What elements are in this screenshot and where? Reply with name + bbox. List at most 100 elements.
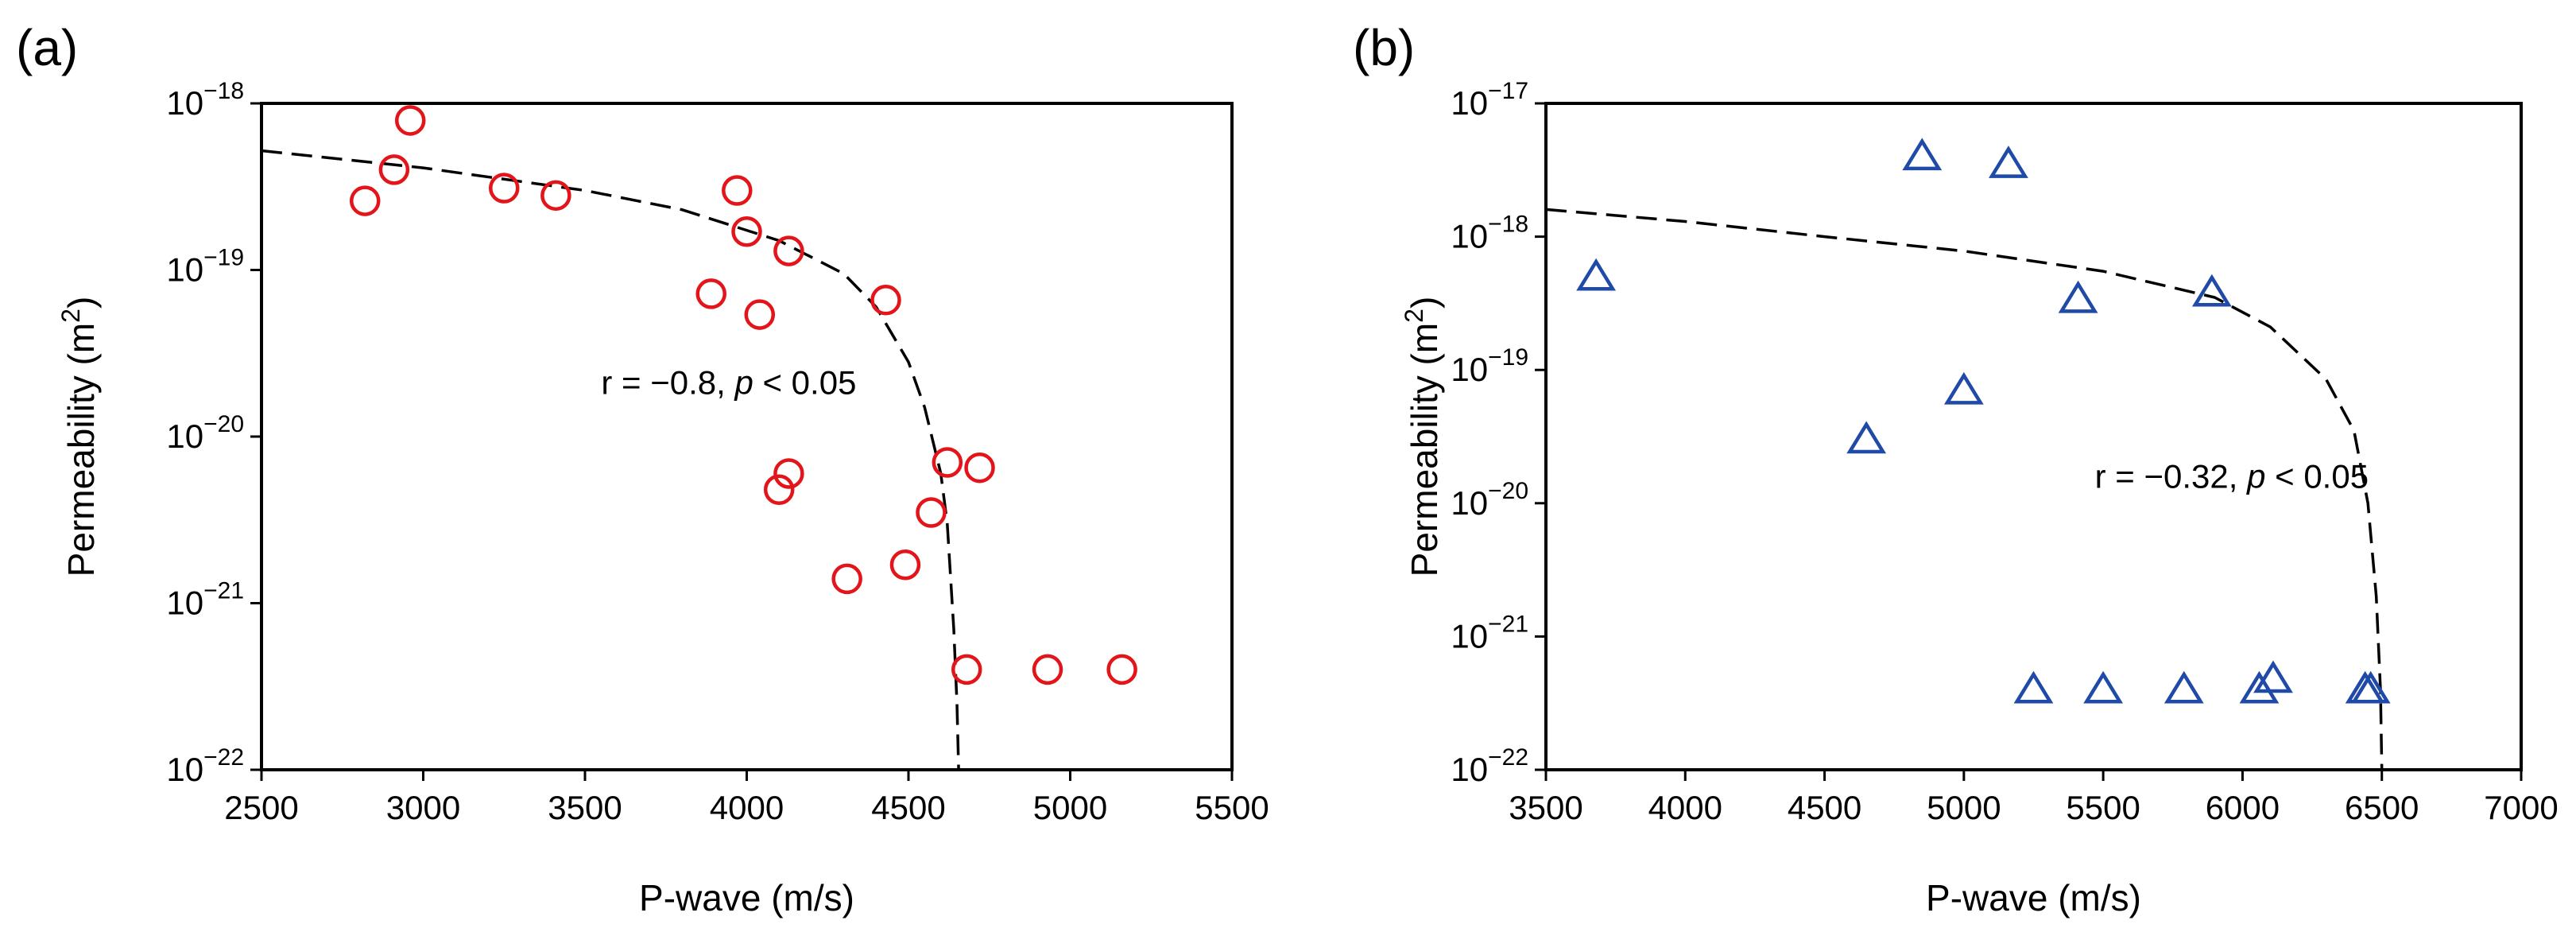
x-tick-label: 5000 (1033, 789, 1107, 826)
data-point (731, 216, 762, 247)
data-point (2083, 670, 2124, 704)
x-tick-label: 4000 (710, 789, 784, 826)
y-tick-exponent: −20 (1488, 478, 1528, 504)
y-tick-exponent: −17 (1488, 78, 1528, 104)
y-tick-base: 10 (1451, 751, 1488, 788)
y-tick-label: 10−19 (1451, 344, 1528, 388)
y-axis-label-close: ) (1404, 297, 1445, 309)
correlation-annotation: r = −0.32, p < 0.05 (2095, 458, 2369, 495)
y-axis-label: Permeability (m2) (56, 297, 102, 577)
y-tick-base: 10 (1451, 351, 1488, 388)
x-tick-label: 4500 (1788, 789, 1861, 826)
y-tick-base: 10 (166, 751, 203, 788)
x-tick-label: 3500 (548, 789, 622, 826)
data-point (773, 235, 804, 266)
data-point (378, 154, 410, 185)
x-tick-label: 7000 (2484, 789, 2558, 826)
y-tick-label: 10−22 (1451, 744, 1528, 788)
x-tick-label: 3000 (386, 789, 460, 826)
data-point (2345, 670, 2385, 704)
correlation-annotation: r = −0.8, p < 0.05 (601, 364, 856, 402)
data-point (695, 278, 726, 309)
panel-label: (b) (1353, 19, 1415, 76)
data-point (773, 458, 804, 489)
data-point (763, 474, 795, 506)
y-tick-label: 10−19 (166, 245, 244, 289)
y-tick-label: 10−17 (1451, 78, 1528, 122)
data-point (2350, 670, 2391, 704)
x-tick-label: 6000 (2206, 789, 2280, 826)
data-point (1106, 654, 1137, 685)
y-tick-base: 10 (166, 84, 203, 122)
fit-curve (261, 149, 960, 771)
y-tick-label: 10−20 (1451, 478, 1528, 522)
x-tick-label: 5500 (1195, 789, 1269, 826)
y-tick-exponent: −18 (1488, 212, 1528, 238)
y-tick-exponent: −19 (1488, 344, 1528, 371)
y-tick-base: 10 (166, 251, 203, 289)
x-axis-label: P-wave (m/s) (639, 877, 854, 918)
correlation-r: r = −0.8, (601, 364, 734, 402)
data-point (744, 299, 776, 330)
y-tick-label: 10−20 (166, 411, 244, 455)
y-tick-label: 10−18 (1451, 212, 1528, 255)
data-point (932, 447, 963, 478)
y-tick-exponent: −18 (203, 78, 244, 104)
y-axis-label: Permeability (m2) (1400, 297, 1445, 577)
y-tick-exponent: −19 (203, 245, 244, 271)
y-tick-base: 10 (1451, 617, 1488, 654)
data-point (889, 549, 921, 581)
data-point (916, 497, 947, 528)
y-tick-exponent: −22 (203, 744, 244, 771)
y-tick-base: 10 (166, 584, 203, 622)
y-axis-label-text: Permeability (m (60, 323, 102, 577)
data-point (2253, 660, 2293, 693)
y-tick-exponent: −22 (1488, 744, 1528, 771)
data-point (722, 175, 753, 206)
data-point (2163, 670, 2204, 704)
x-tick-label: 3500 (1509, 789, 1582, 826)
correlation-r: r = −0.32, (2095, 458, 2247, 495)
y-tick-base: 10 (1451, 484, 1488, 522)
data-point (1943, 371, 1984, 405)
data-point (951, 654, 982, 685)
panel-a: (a)2500 3000 3500 4000 4500 5000 550010−2210−2… (16, 19, 1269, 918)
data-point (349, 185, 381, 216)
x-tick-label: 5500 (2066, 789, 2140, 826)
correlation-p-letter: p (2245, 458, 2265, 495)
y-axis-label-text: Permeability (m (1404, 323, 1445, 577)
data-point (831, 563, 862, 595)
plot-frame (260, 102, 1234, 771)
y-tick-base: 10 (1451, 218, 1488, 255)
data-point (870, 285, 901, 316)
data-point (1846, 421, 1887, 454)
y-axis-label-close: ) (60, 297, 102, 309)
data-point (1032, 654, 1063, 685)
data-point (1989, 146, 2028, 178)
data-point (2058, 280, 2098, 313)
panel-label: (a) (16, 19, 78, 76)
data-point (2013, 670, 2054, 704)
y-tick-label: 10−21 (166, 578, 244, 622)
x-tick-label: 4000 (1648, 789, 1722, 826)
fit-curve (1545, 208, 2384, 771)
x-axis-label: P-wave (m/s) (1926, 877, 2141, 918)
correlation-p-value: < 0.05 (2265, 458, 2369, 495)
correlation-p-value: < 0.05 (753, 364, 857, 402)
correlation-p-letter: p (733, 364, 753, 402)
y-tick-label: 10−21 (1451, 611, 1528, 654)
x-tick-label: 4500 (871, 789, 945, 826)
plot-frame (1544, 102, 2523, 771)
x-tick-label: 2500 (224, 789, 298, 826)
data-point (489, 173, 520, 204)
y-tick-base: 10 (1451, 84, 1488, 122)
y-tick-exponent: −21 (1488, 611, 1528, 637)
y-tick-base: 10 (166, 417, 203, 455)
y-tick-exponent: −20 (203, 411, 244, 437)
x-tick-label: 6500 (2345, 789, 2419, 826)
panel-b: (b)3500 4000 4500 5000 5500 6000 6500 700010−22… (1353, 19, 2559, 918)
data-point (540, 180, 571, 212)
y-tick-label: 10−22 (166, 744, 244, 788)
y-tick-exponent: −21 (203, 578, 244, 604)
